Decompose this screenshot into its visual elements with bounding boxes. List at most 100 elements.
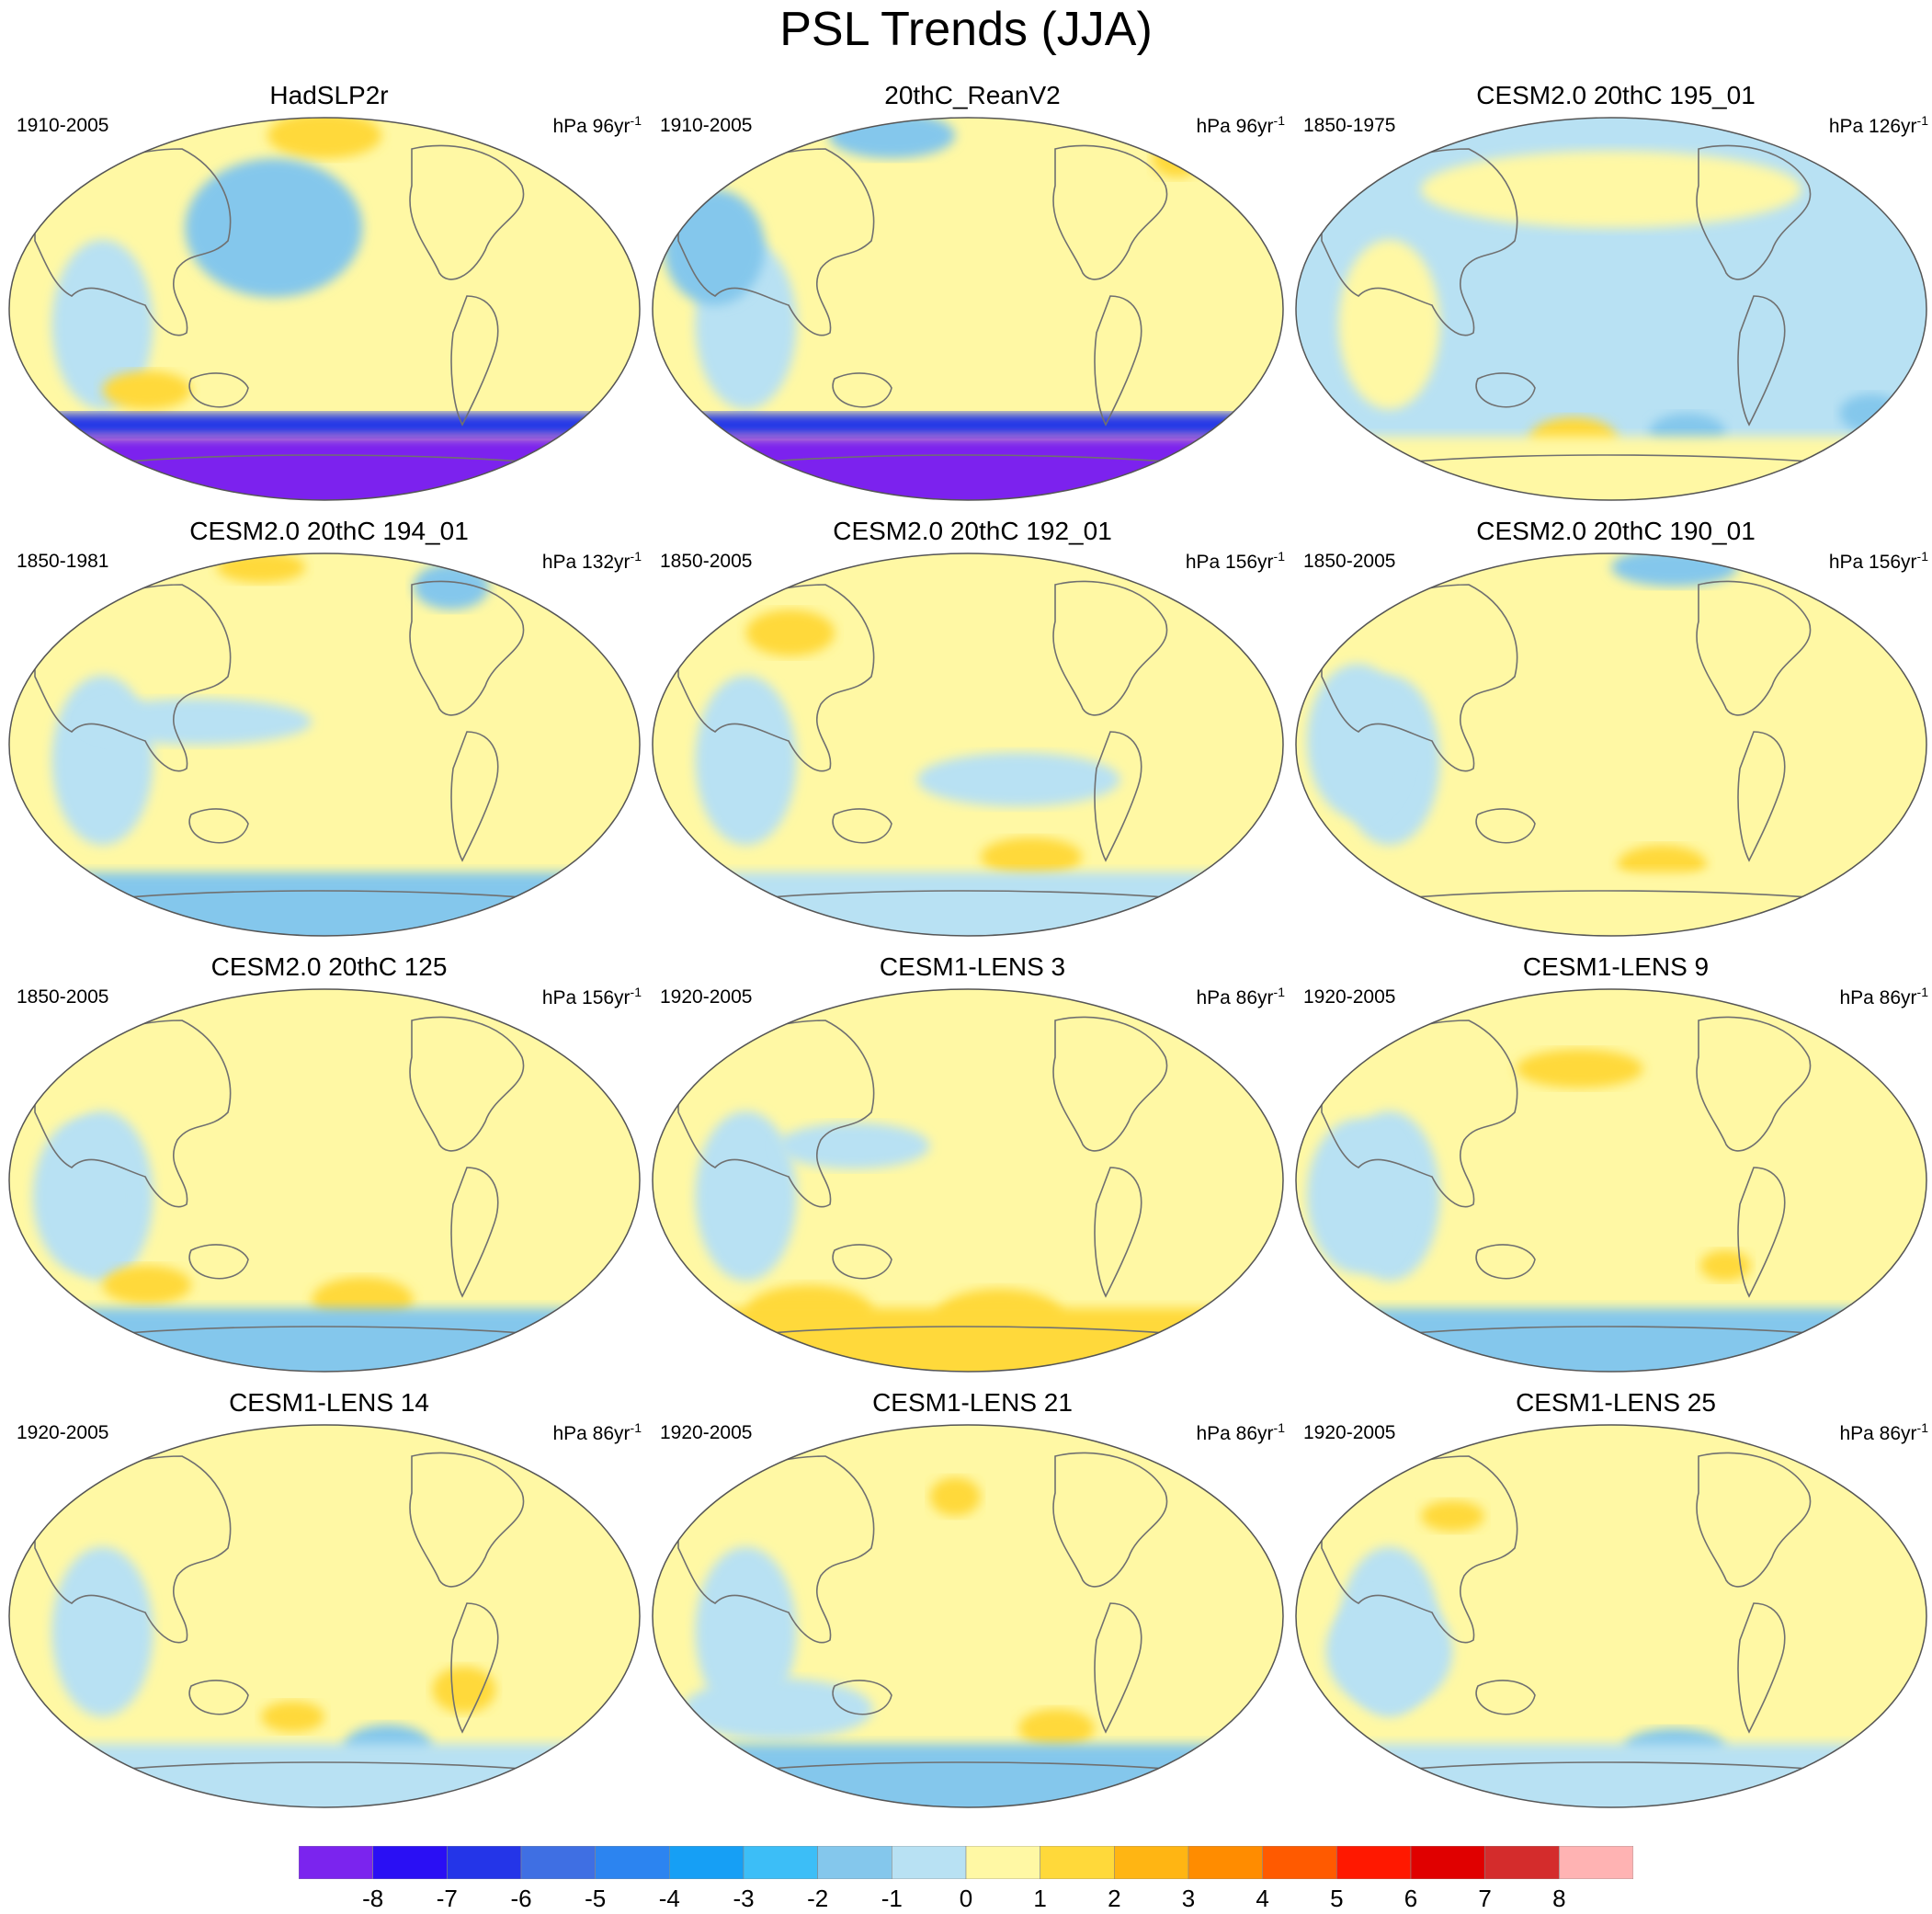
colorbar-swatch bbox=[1114, 1846, 1189, 1879]
colorbar-label: 6 bbox=[1404, 1885, 1418, 1912]
map-anomaly bbox=[929, 1477, 981, 1516]
map-anomaly bbox=[1516, 1049, 1643, 1088]
coastline bbox=[188, 372, 249, 408]
colorbar-swatch bbox=[372, 1846, 448, 1879]
map-south-band bbox=[653, 436, 1283, 500]
coastline bbox=[832, 372, 892, 408]
coastline bbox=[677, 1020, 875, 1208]
coastline bbox=[1052, 1452, 1168, 1588]
panel-period: 1920-2005 bbox=[1303, 1422, 1396, 1443]
colorbar-swatch bbox=[1484, 1846, 1560, 1879]
panel-period: 1920-2005 bbox=[1303, 986, 1396, 1008]
coastline bbox=[34, 1455, 232, 1644]
colorbar-swatch bbox=[817, 1846, 892, 1879]
panel-units: hPa 156yr-1 bbox=[541, 985, 642, 1008]
panel-title: CESM1-LENS 3 bbox=[879, 952, 1066, 981]
map-south-band bbox=[9, 1307, 640, 1372]
map-panel: CESM1-LENS 21 1920-2005 hPa 86yr-1 bbox=[651, 1388, 1294, 1820]
map-projection bbox=[1295, 553, 1927, 937]
panel-period: 1850-1975 bbox=[1303, 115, 1396, 136]
panel-units: hPa 156yr-1 bbox=[1828, 549, 1928, 573]
coastline bbox=[409, 1452, 525, 1588]
map-anomaly bbox=[745, 610, 835, 656]
map-border bbox=[652, 988, 1284, 1373]
map-panel: CESM1-LENS 9 1920-2005 hPa 86yr-1 bbox=[1294, 952, 1932, 1384]
map-south-band bbox=[9, 413, 640, 437]
coastline bbox=[1696, 144, 1812, 280]
map-border bbox=[8, 117, 641, 501]
map-border bbox=[652, 117, 1284, 501]
panel-period: 1910-2005 bbox=[17, 115, 109, 136]
coastline bbox=[1475, 808, 1536, 844]
coastline bbox=[1696, 580, 1812, 716]
panel-period: 1920-2005 bbox=[660, 986, 753, 1008]
map-south-band bbox=[1296, 1307, 1926, 1372]
map-south-band bbox=[1296, 872, 1926, 936]
map-border bbox=[1295, 553, 1927, 937]
panel-units: hPa 132yr-1 bbox=[541, 549, 642, 573]
map-anomaly bbox=[1306, 1119, 1409, 1273]
colorbar-swatch bbox=[1262, 1846, 1337, 1879]
panel-period: 1920-2005 bbox=[660, 1422, 753, 1443]
map-south-band bbox=[653, 1307, 1283, 1372]
map-panel: CESM1-LENS 14 1920-2005 hPa 86yr-1 bbox=[7, 1388, 651, 1820]
coastline bbox=[1475, 1244, 1536, 1280]
map-projection bbox=[8, 553, 641, 937]
colorbar-swatch bbox=[447, 1846, 522, 1879]
coastline bbox=[677, 148, 875, 336]
map-band bbox=[695, 1546, 797, 1717]
map-border bbox=[1295, 117, 1927, 501]
map-anomaly bbox=[1152, 139, 1203, 178]
map-south-band bbox=[653, 872, 1283, 936]
panel-title: CESM2.0 20thC 192_01 bbox=[833, 517, 1112, 545]
coastline bbox=[832, 1244, 892, 1280]
panel-title: HadSLP2r bbox=[269, 81, 389, 109]
panel-title: CESM1-LENS 14 bbox=[229, 1388, 429, 1417]
map-south-band bbox=[9, 872, 640, 936]
coastline bbox=[188, 1680, 249, 1715]
panel-units: hPa 86yr-1 bbox=[1839, 985, 1928, 1008]
panel-title: CESM1-LENS 25 bbox=[1516, 1388, 1716, 1417]
map-anomaly bbox=[1325, 1593, 1453, 1709]
colorbar-label: -5 bbox=[585, 1885, 607, 1912]
coastline bbox=[188, 1244, 249, 1280]
panel-period: 1920-2005 bbox=[17, 1422, 109, 1443]
colorbar-label: -3 bbox=[733, 1885, 755, 1912]
colorbar-label: 2 bbox=[1108, 1885, 1121, 1912]
map-panel: CESM2.0 20thC 192_01 1850-2005 hPa 156yr-1 bbox=[651, 517, 1294, 949]
map-projection bbox=[8, 1424, 641, 1808]
map-anomaly bbox=[1421, 151, 1801, 228]
map-anomaly bbox=[32, 1119, 134, 1273]
coastline bbox=[34, 1020, 232, 1208]
colorbar-label: 4 bbox=[1256, 1885, 1269, 1912]
map-anomaly bbox=[1839, 393, 1904, 433]
panel-units: hPa 96yr-1 bbox=[552, 113, 642, 137]
coastline bbox=[409, 580, 525, 716]
colorbar-label: 5 bbox=[1330, 1885, 1344, 1912]
colorbar-label: -8 bbox=[362, 1885, 384, 1912]
map-panel: 20thC_ReanV2 1910-2005 hPa 96yr-1 bbox=[651, 81, 1294, 513]
coastline bbox=[450, 731, 499, 862]
coastline bbox=[34, 584, 232, 772]
map-panel: CESM2.0 20thC 194_01 1850-1981 hPa 132yr-1 bbox=[7, 517, 651, 949]
map-anomaly bbox=[916, 752, 1120, 807]
map-border bbox=[8, 1424, 641, 1808]
colorbar-swatch bbox=[965, 1846, 1040, 1879]
map-anomaly bbox=[663, 189, 766, 305]
panel-units: hPa 156yr-1 bbox=[1185, 549, 1285, 573]
coastline bbox=[1052, 1016, 1168, 1152]
map-south-band bbox=[653, 413, 1283, 437]
map-south-band bbox=[1296, 1743, 1926, 1807]
figure-title: PSL Trends (JJA) bbox=[779, 3, 1153, 56]
map-anomaly bbox=[1421, 1500, 1484, 1532]
colorbar-labels: -8 -7 -6 -5 -4 -3 -2 -1 0 1 2 3 4 5 6 7 8 bbox=[0, 1885, 1932, 1914]
map-anomaly bbox=[980, 837, 1083, 876]
colorbar-label: 8 bbox=[1552, 1885, 1566, 1912]
map-projection bbox=[8, 117, 641, 501]
map-projection bbox=[1295, 988, 1927, 1373]
colorbar-label: -7 bbox=[436, 1885, 458, 1912]
map-anomaly bbox=[185, 158, 363, 298]
coastline bbox=[1094, 1602, 1142, 1734]
coastline bbox=[1737, 1602, 1786, 1734]
panel-units: hPa 96yr-1 bbox=[1196, 113, 1285, 137]
